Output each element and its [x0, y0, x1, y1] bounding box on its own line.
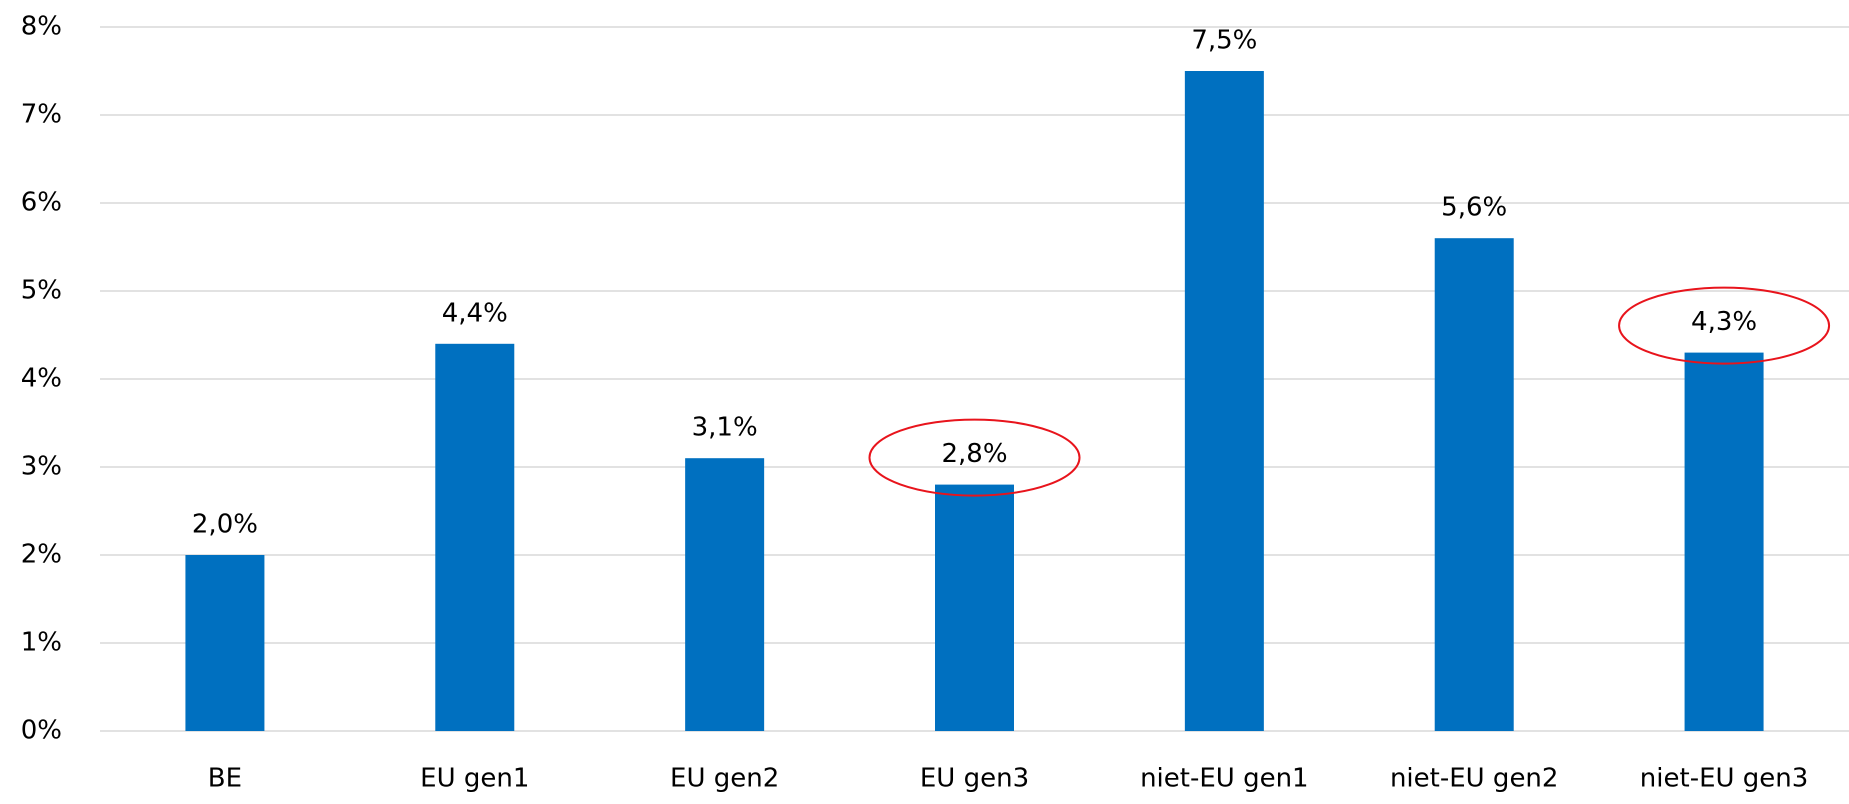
x-tick-label: EU gen2	[670, 764, 779, 794]
data-label: 3,1%	[692, 413, 758, 443]
data-label: 4,3%	[1691, 307, 1757, 337]
highlight-ellipse	[1618, 286, 1831, 365]
bar	[1184, 71, 1264, 731]
y-tick-label: 8%	[21, 12, 62, 42]
y-tick-label: 7%	[21, 100, 62, 130]
y-tick-label: 2%	[21, 540, 62, 570]
highlight-ellipse	[868, 418, 1081, 497]
x-tick-label: EU gen1	[420, 764, 529, 794]
y-tick-label: 4%	[21, 364, 62, 394]
x-tick-label: BE	[208, 764, 242, 794]
y-tick-label: 1%	[21, 628, 62, 658]
bar	[185, 555, 265, 731]
data-label: 2,8%	[941, 439, 1007, 469]
bar	[685, 458, 765, 731]
x-tick-label: EU gen3	[920, 764, 1029, 794]
y-tick-label: 0%	[21, 716, 62, 746]
bar	[935, 484, 1014, 731]
x-tick-label: niet-EU gen1	[1140, 764, 1309, 794]
y-tick-label: 3%	[21, 452, 62, 482]
bar	[1684, 352, 1764, 731]
data-label: 2,0%	[192, 510, 258, 540]
bar	[435, 343, 515, 731]
y-tick-label: 5%	[21, 276, 62, 306]
data-label: 4,4%	[442, 298, 508, 328]
data-label: 7,5%	[1191, 26, 1257, 56]
x-tick-label: niet-EU gen3	[1640, 764, 1809, 794]
y-tick-label: 6%	[21, 188, 62, 218]
data-label: 5,6%	[1441, 193, 1507, 223]
x-tick-label: niet-EU gen2	[1390, 764, 1559, 794]
bar	[1434, 238, 1514, 731]
